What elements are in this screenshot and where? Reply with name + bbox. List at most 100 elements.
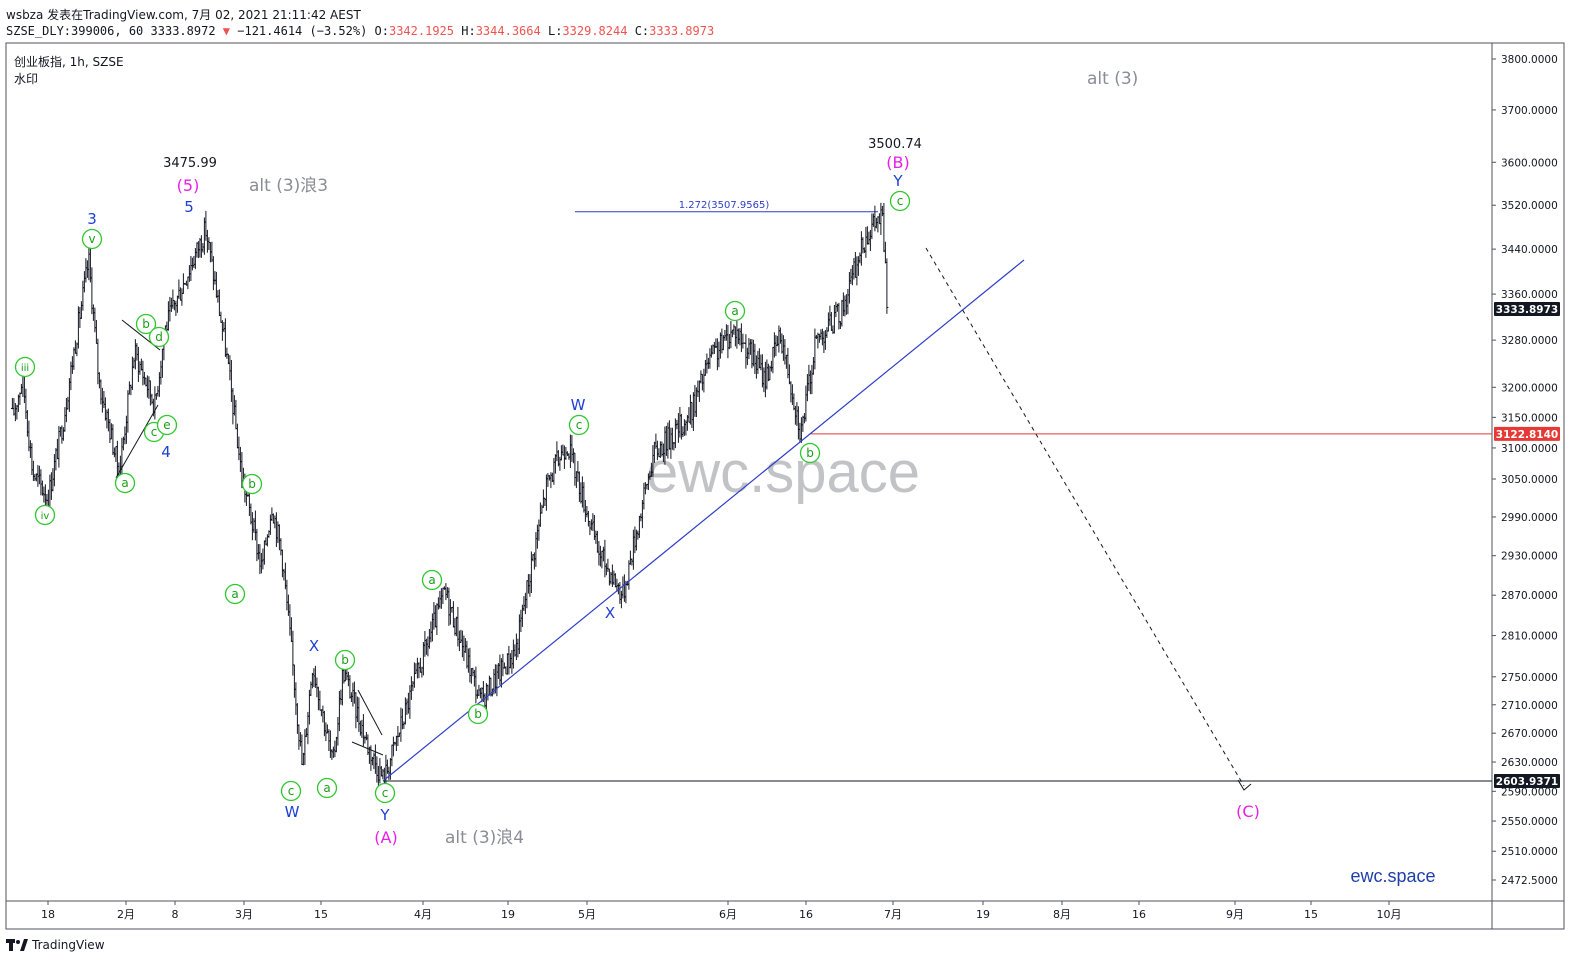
svg-text:c: c — [288, 784, 295, 798]
svg-text:3333.8973: 3333.8973 — [1496, 304, 1558, 316]
wave-label-7: (B) — [886, 153, 909, 172]
x-tick-label-13: 16 — [1132, 908, 1146, 921]
svg-text:a: a — [121, 476, 128, 490]
wave-circle-5: d — [148, 326, 170, 348]
y-tick-label-8: 3150.0000 — [1501, 412, 1558, 424]
x-tick-label-6: 19 — [501, 908, 515, 921]
wave-circle-10: c — [280, 780, 302, 802]
y-tick-label-4: 3440.0000 — [1501, 244, 1558, 256]
y-tick-label-10: 3050.0000 — [1501, 474, 1558, 486]
wave-labels: 3475.99 3500.74 alt (3) alt (3)浪3 alt (3)浪4 (… — [14, 69, 1260, 848]
tradingview-logo-icon — [6, 939, 28, 951]
wave-circle-12: a — [316, 777, 338, 799]
svg-text:a: a — [323, 781, 330, 795]
wave-label-8: (C) — [1236, 802, 1260, 821]
wave-label-extra-1: X — [605, 604, 615, 622]
wave-circle-2: v — [81, 228, 103, 250]
high-label: H: — [461, 24, 476, 38]
wave-circle-13: c — [374, 782, 396, 804]
wave-circle-7: e — [156, 414, 178, 436]
wave-circle-16: c — [568, 414, 590, 436]
svg-text:b: b — [341, 653, 349, 667]
publish-info: wsbza 发表在TradingView.com, 7月 02, 2021 21… — [6, 8, 361, 22]
triangle-line-lower — [115, 404, 159, 479]
wave-label-extra-2: Y — [892, 172, 903, 190]
wave-label-4: alt (3)浪4 — [445, 828, 524, 848]
y-tick-label-21: 2510.0000 — [1501, 846, 1558, 858]
price-tag-0: 3333.8973 — [1494, 301, 1560, 316]
change-arrow-icon: ▼ — [222, 24, 231, 38]
wave-circle-8: b — [241, 473, 263, 495]
wave-label-10: 5 — [184, 198, 194, 216]
svg-text:b: b — [806, 446, 814, 460]
ohlc-bar: SZSE_DLY:399006, 60 3333.8972 ▼ −121.461… — [6, 24, 714, 38]
drawings — [115, 247, 1252, 791]
wave-circle-15: b — [467, 703, 489, 725]
x-tick-label-10: 7月 — [884, 908, 902, 921]
y-tick-label-12: 2930.0000 — [1501, 551, 1558, 563]
price-tag-2: 2603.9371 — [1494, 774, 1560, 789]
wave-circle-11: b — [334, 649, 356, 671]
y-tick-label-2: 3600.0000 — [1501, 157, 1558, 169]
svg-text:c: c — [382, 786, 389, 800]
wave-circle-14: a — [421, 569, 443, 591]
horizontal-lines: 1.272(3507.9565) — [383, 200, 1492, 782]
y-tick-label-17: 2670.0000 — [1501, 728, 1558, 740]
projection-arrow-icon — [1237, 779, 1252, 791]
y-tick-label-20: 2550.0000 — [1501, 816, 1558, 828]
wave-circle-4: b — [135, 313, 157, 335]
wave-circle-18: b — [799, 442, 821, 464]
wedge-line-lower — [351, 741, 384, 756]
legend-title: 创业板指, 1h, SZSE — [14, 54, 124, 69]
symbol-label: SZSE_DLY:399006, 60 — [6, 24, 144, 38]
open-label: O: — [374, 24, 389, 38]
wave-label-extra-0: W — [285, 803, 300, 821]
projection-line — [925, 247, 1245, 787]
y-tick-label-6: 3280.0000 — [1501, 335, 1558, 347]
price-bars — [10, 202, 889, 798]
wave-label-1: 3500.74 — [868, 137, 922, 152]
svg-text:b: b — [248, 477, 256, 491]
svg-text:b: b — [474, 707, 482, 721]
x-tick-label-4: 15 — [314, 908, 328, 921]
x-tick-label-7: 5月 — [578, 908, 596, 921]
x-tick-label-1: 2月 — [117, 908, 135, 921]
y-tick-label-19: 2590.0000 — [1501, 786, 1558, 798]
y-tick-label-9: 3100.0000 — [1501, 443, 1558, 455]
wave-label-14: Y — [379, 806, 390, 824]
wave-circle-17: a — [724, 300, 746, 322]
y-axis: 3800.0000 3700.0000 3600.0000 3520.0000 3440… — [1492, 54, 1558, 887]
wave-label-2: alt (3) — [1087, 69, 1138, 89]
wave-label-3: alt (3)浪3 — [249, 176, 328, 196]
price-tags: 3333.8973 3122.8140 2603.9371 — [1494, 301, 1560, 789]
svg-text:a: a — [428, 573, 435, 587]
fib-extension-label: 1.272(3507.9565) — [679, 200, 770, 211]
y-tick-label-16: 2710.0000 — [1501, 700, 1558, 712]
wave-label-6: (A) — [374, 828, 397, 847]
x-tick-label-8: 6月 — [719, 908, 737, 921]
open-value: 3342.1925 — [388, 24, 455, 38]
svg-text:iii: iii — [21, 363, 29, 374]
y-tick-label-15: 2750.0000 — [1501, 672, 1558, 684]
wave-circle-3: a — [114, 472, 136, 494]
svg-text:3122.8140: 3122.8140 — [1496, 429, 1558, 441]
footer-brand: TradingView — [32, 938, 105, 952]
brand-label: ewc.space — [1350, 866, 1435, 886]
svg-text:d: d — [155, 330, 163, 344]
y-tick-label-5: 3360.0000 — [1501, 289, 1558, 301]
y-tick-label-7: 3200.0000 — [1501, 382, 1558, 394]
legend-sub: 水印 — [14, 72, 38, 86]
x-tick-label-2: 8 — [172, 908, 179, 921]
watermark: ewc.space — [646, 440, 920, 505]
svg-text:a: a — [731, 304, 738, 318]
wave-circle-9: a — [224, 583, 246, 605]
wave-circle-19: c — [889, 190, 911, 212]
x-tick-label-0: 18 — [41, 908, 55, 921]
low-value: 3329.8244 — [562, 24, 628, 38]
y-tick-label-0: 3800.0000 — [1501, 54, 1558, 66]
price-bar-583 — [885, 258, 889, 314]
y-tick-label-22: 2472.5000 — [1501, 875, 1558, 887]
y-tick-label-1: 3700.0000 — [1501, 105, 1558, 117]
svg-text:iv: iv — [41, 511, 50, 522]
